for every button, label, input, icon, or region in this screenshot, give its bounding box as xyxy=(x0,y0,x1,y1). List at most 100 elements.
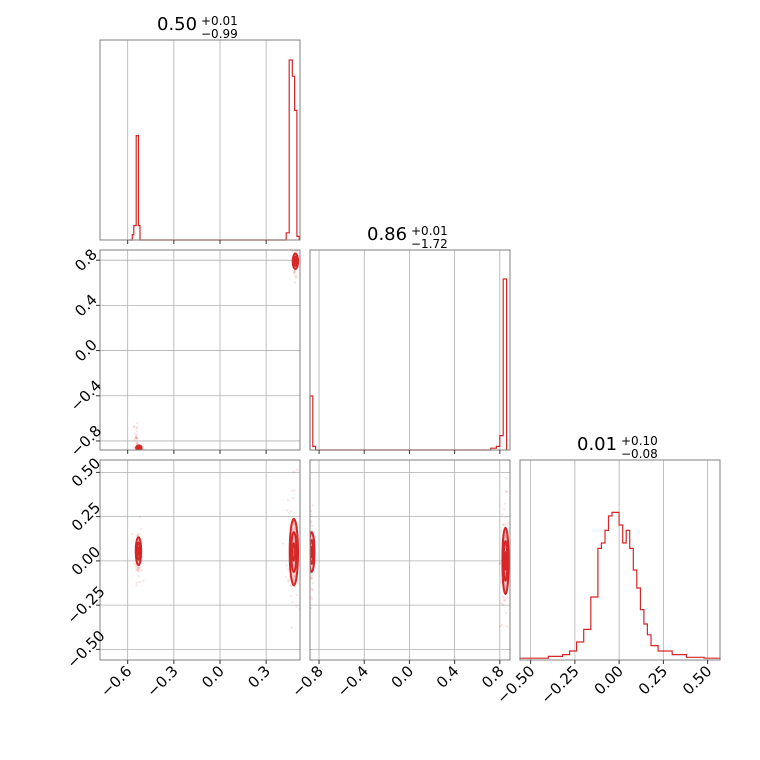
x-tick-label: 0.3 xyxy=(244,662,274,692)
sample-point xyxy=(294,272,296,274)
sample-point xyxy=(135,435,137,437)
sample-point xyxy=(137,570,139,572)
panel-title-1: 0.50 xyxy=(157,14,197,35)
panel-title-2: 0.86 xyxy=(367,224,407,245)
sample-point xyxy=(285,576,287,578)
sample-point xyxy=(300,522,302,524)
sample-point xyxy=(500,602,502,604)
title-plus: +0.10 xyxy=(621,434,658,448)
sample-point xyxy=(138,533,140,535)
title-plus: +0.01 xyxy=(411,224,448,238)
panel-title-3: 0.01 xyxy=(577,434,617,455)
sample-point xyxy=(312,582,314,584)
title-minus: −0.99 xyxy=(201,27,238,41)
sample-point xyxy=(132,425,134,427)
sample-point xyxy=(286,509,288,511)
y-tick-label: 0.25 xyxy=(68,498,104,534)
sample-point xyxy=(285,564,287,566)
density-contour xyxy=(311,547,313,558)
sample-point xyxy=(137,575,139,577)
sample-point xyxy=(287,580,289,582)
sample-point xyxy=(504,503,506,505)
sample-point xyxy=(295,605,297,607)
sample-point xyxy=(501,513,503,515)
sample-point xyxy=(311,588,313,590)
x-tick-label: −0.25 xyxy=(537,662,582,707)
sample-point xyxy=(287,499,289,501)
sample-point xyxy=(137,566,139,568)
sample-point xyxy=(139,581,141,583)
sample-point xyxy=(293,489,295,491)
sample-point xyxy=(506,625,508,627)
sample-point xyxy=(282,542,284,544)
sample-point xyxy=(300,489,302,491)
sample-point xyxy=(133,563,135,565)
x-tick-label: 0.25 xyxy=(635,662,671,698)
sample-point xyxy=(291,490,293,492)
sample-point xyxy=(131,533,133,535)
panel-background xyxy=(520,460,720,660)
sample-point xyxy=(510,650,512,652)
sample-point xyxy=(499,625,501,627)
sample-point xyxy=(294,244,296,246)
hist-panel-2: 0.86 +0.01−1.72 xyxy=(310,224,510,454)
panel-background xyxy=(310,250,510,450)
panel-background xyxy=(100,460,300,660)
sample-point xyxy=(499,562,501,564)
sample-point xyxy=(136,433,138,435)
sample-point xyxy=(135,565,137,567)
sample-point xyxy=(504,516,506,518)
sample-point xyxy=(296,468,298,470)
sample-point xyxy=(289,584,291,586)
sample-point xyxy=(504,599,506,601)
sample-point xyxy=(291,601,293,603)
sample-point xyxy=(136,430,138,432)
sample-point xyxy=(136,422,138,424)
y-tick-label: 0.50 xyxy=(68,454,104,490)
sample-point xyxy=(296,594,298,596)
sample-point xyxy=(303,561,305,563)
sample-point xyxy=(142,580,144,582)
title-plus: +0.01 xyxy=(201,14,238,28)
sample-point xyxy=(502,595,504,597)
sample-point xyxy=(292,471,294,473)
sample-point xyxy=(140,528,142,530)
sample-point xyxy=(292,497,294,499)
sample-point xyxy=(500,530,502,532)
sample-point xyxy=(503,508,505,510)
y-tick-label: 0.4 xyxy=(71,291,101,321)
x-tick-label: −0.8 xyxy=(288,662,326,700)
sample-point xyxy=(505,523,507,525)
sample-point xyxy=(505,477,507,479)
x-tick-label: −0.6 xyxy=(97,662,135,700)
sample-point xyxy=(135,427,137,429)
title-minus: −1.72 xyxy=(411,237,448,251)
sample-point xyxy=(505,491,507,493)
sample-point xyxy=(294,281,296,283)
density-contour xyxy=(505,552,507,570)
scatter-panel-1-2 xyxy=(308,444,513,664)
sample-point xyxy=(502,523,504,525)
sample-point xyxy=(295,277,297,279)
panel-background xyxy=(100,250,300,450)
sample-point xyxy=(310,575,312,577)
scatter-panel-0-1 xyxy=(96,244,300,454)
sample-point xyxy=(289,671,291,673)
x-tick-label: 0.0 xyxy=(198,662,228,692)
x-tick-label: −0.4 xyxy=(334,662,372,700)
sample-point xyxy=(133,447,135,449)
sample-point xyxy=(311,525,313,527)
sample-point xyxy=(290,595,292,597)
y-tick-label: 0.8 xyxy=(71,245,101,275)
y-tick-label: 0.00 xyxy=(68,543,104,579)
x-tick-label: −0.3 xyxy=(143,662,181,700)
sample-point xyxy=(139,516,141,518)
sample-point xyxy=(507,522,509,524)
scatter-panel-0-2 xyxy=(96,460,305,673)
sample-point xyxy=(135,584,137,586)
sample-point xyxy=(293,270,295,272)
hist-panel-1: 0.50 +0.01−0.99 xyxy=(100,14,300,244)
density-contour xyxy=(295,259,297,263)
sample-point xyxy=(133,432,135,434)
